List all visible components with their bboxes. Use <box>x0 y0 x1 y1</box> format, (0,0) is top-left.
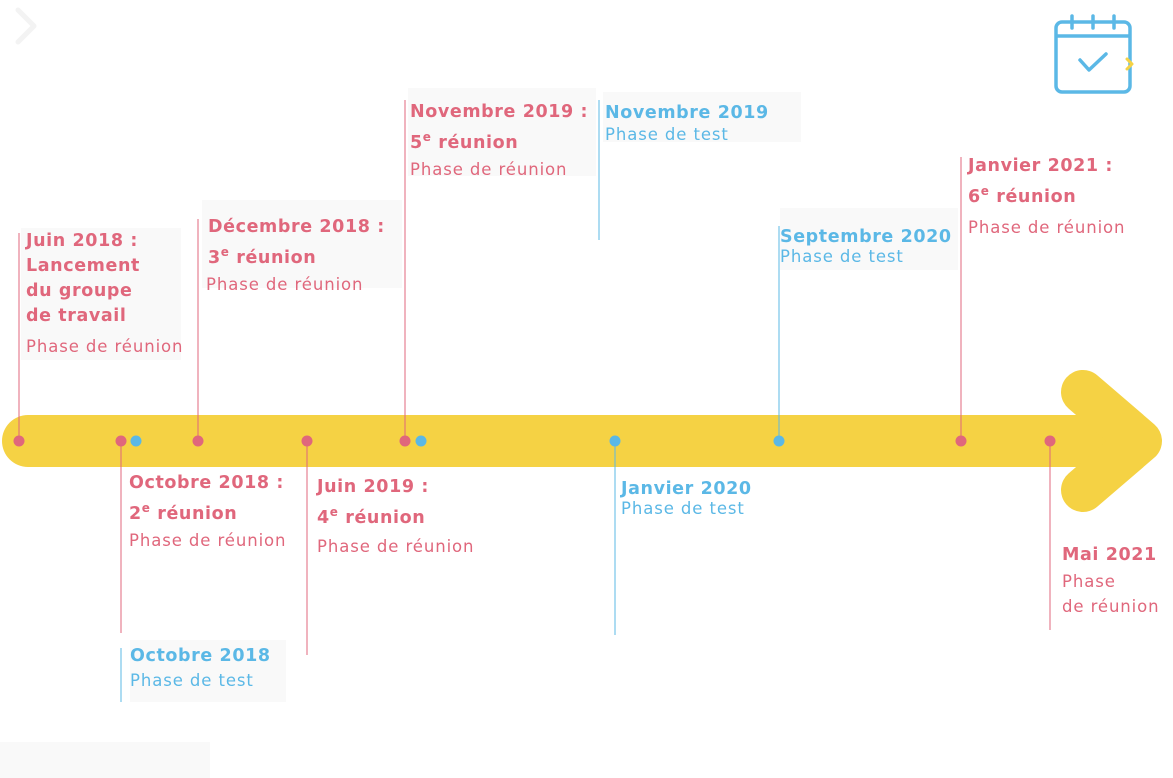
test-dot <box>415 435 427 447</box>
event-sep2020-test: Septembre 2020 Phase de test <box>780 225 952 269</box>
event-date: Juin 2018 : <box>26 231 138 251</box>
event-date: Décembre 2018 : <box>208 217 385 237</box>
meeting-dot <box>13 435 25 447</box>
event-jan2021: Janvier 2021 : 6e réunion Phase de réuni… <box>968 154 1125 240</box>
event-meeting-number: 3e réunion <box>208 245 317 268</box>
meeting-dot <box>301 435 313 447</box>
event-date: Juin 2019 : <box>317 477 429 497</box>
timeline-arrow-head <box>1061 370 1162 512</box>
event-phase: Phase de test <box>621 499 745 518</box>
event-phase: Phase de test <box>780 247 904 266</box>
event-date-line: du groupe <box>26 281 133 301</box>
label-backdrop <box>0 742 210 778</box>
event-phase-line: de réunion <box>1062 597 1160 616</box>
event-nov2019-test: Novembre 2019 Phase de test <box>605 101 769 147</box>
label-backdrop <box>21 228 181 360</box>
event-jan2020-test: Janvier 2020 Phase de test <box>621 477 752 521</box>
event-date-line: de travail <box>26 306 127 326</box>
event-phase: Phase de test <box>130 671 254 690</box>
event-phase: Phase de réunion <box>968 217 1126 237</box>
meeting-dot <box>1044 435 1056 447</box>
event-dec2018: Décembre 2018 : 3e réunion Phase de réun… <box>206 215 385 297</box>
event-juin2019: Juin 2019 : 4e réunion Phase de réunion <box>317 475 474 559</box>
meeting-dot <box>399 435 411 447</box>
event-phase: Phase <box>1062 572 1116 591</box>
event-phase: Phase de réunion <box>317 536 475 556</box>
event-oct2018: Octobre 2018 : 2e réunion Phase de réuni… <box>129 471 286 553</box>
event-phase: Phase de réunion <box>410 159 568 179</box>
meeting-dot <box>192 435 204 447</box>
label-backdrop <box>780 208 958 270</box>
event-phase: Phase de test <box>605 125 729 144</box>
event-date: Novembre 2019 : <box>410 102 589 122</box>
event-meeting-number: 6e réunion <box>968 184 1077 207</box>
event-mai2021: Mai 2021 Phase de réunion <box>1062 543 1160 619</box>
event-date: Janvier 2020 <box>621 479 752 499</box>
faint-chevron-icon <box>15 7 37 45</box>
event-nov2019: Novembre 2019 : 5e réunion Phase de réun… <box>410 100 588 182</box>
event-date-line: Lancement <box>26 256 140 276</box>
meeting-dot <box>955 435 967 447</box>
label-backdrop <box>130 640 286 702</box>
test-dot <box>130 435 142 447</box>
event-date: Mai 2021 <box>1062 545 1157 565</box>
event-meeting-number: 4e réunion <box>317 505 426 528</box>
test-dot <box>609 435 621 447</box>
event-meeting-number: 2e réunion <box>129 501 238 524</box>
event-oct2018-test: Octobre 2018 Phase de test <box>130 644 271 693</box>
event-phase: Phase de réunion <box>206 274 364 294</box>
event-date: Octobre 2018 <box>130 646 271 666</box>
label-backdrop <box>408 88 596 176</box>
event-date: Septembre 2020 <box>780 227 952 247</box>
label-backdrop <box>603 92 801 142</box>
event-meeting-number: 5e réunion <box>410 130 519 153</box>
calendar-check-icon <box>1054 14 1134 94</box>
event-phase: Phase de réunion <box>26 337 184 356</box>
label-backdrop <box>202 200 402 288</box>
meeting-dot <box>115 435 127 447</box>
event-date: Novembre 2019 <box>605 103 769 123</box>
event-juin2018: Juin 2018 : Lancement du groupe de trava… <box>26 229 183 359</box>
event-date: Janvier 2021 : <box>968 156 1113 176</box>
event-phase: Phase de réunion <box>129 530 287 550</box>
event-date: Octobre 2018 : <box>129 473 284 493</box>
test-dot <box>773 435 785 447</box>
